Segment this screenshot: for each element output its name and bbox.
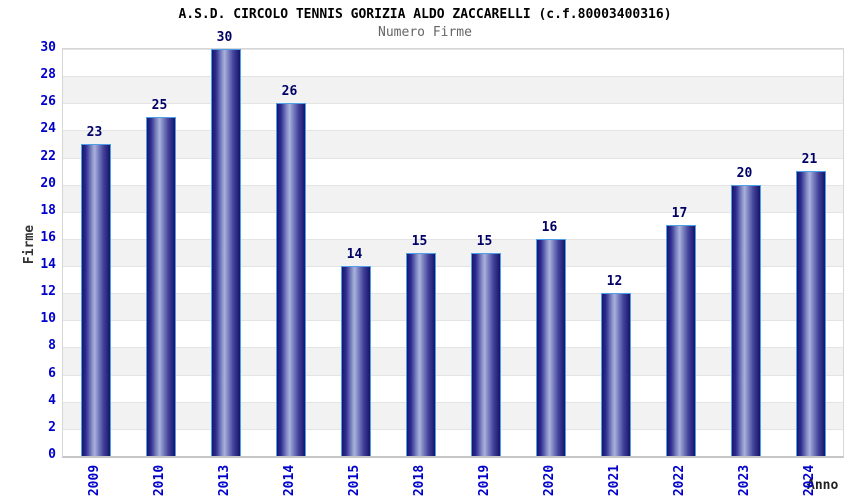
grid-band (63, 374, 843, 402)
x-tick-label: 2021 (596, 460, 634, 500)
y-tick-label: 8 (48, 338, 56, 354)
bar-value-label: 25 (151, 97, 168, 113)
plot-area (62, 48, 844, 458)
y-tick-label: 4 (48, 392, 56, 408)
bar-2018 (405, 252, 436, 456)
y-tick-label: 2 (48, 419, 56, 435)
chart-subtitle: Numero Firme (378, 25, 472, 40)
bar-2009 (80, 143, 111, 456)
x-tick-text: 2021 (607, 464, 622, 496)
y-tick-label: 20 (40, 175, 56, 191)
grid-band (63, 293, 843, 321)
x-tick-label: 2020 (531, 460, 569, 500)
x-tick-label: 2019 (466, 460, 504, 500)
x-tick-label: 2013 (206, 460, 244, 500)
bar-value-label: 14 (346, 247, 363, 263)
x-tick-text: 2019 (477, 464, 492, 496)
grid-band (63, 320, 843, 348)
y-tick-label: 26 (40, 94, 56, 110)
bar-2024 (795, 171, 826, 456)
grid-band (63, 103, 843, 131)
bar-value-label: 30 (216, 30, 233, 45)
y-tick-label: 22 (40, 148, 56, 164)
bar-value-label: 20 (736, 165, 753, 181)
y-tick-label: 0 (48, 447, 56, 462)
x-tick-label: 2014 (271, 460, 309, 500)
grid-band (63, 266, 843, 294)
grid-band (63, 49, 843, 77)
x-tick-text: 2009 (87, 464, 102, 496)
y-tick-label: 30 (40, 40, 56, 55)
bar-2021 (600, 293, 631, 456)
x-tick-text: 2023 (737, 464, 752, 496)
y-tick-label: 12 (40, 284, 56, 300)
x-tick-label: 2009 (76, 460, 114, 500)
x-tick-text: 2018 (412, 464, 427, 496)
x-tick-label: 2023 (726, 460, 764, 500)
bar-2010 (145, 116, 176, 456)
bar-2020 (535, 238, 566, 456)
bar-value-label: 26 (281, 84, 298, 100)
grid-band (63, 211, 843, 239)
x-tick-text: 2020 (542, 464, 557, 496)
bar-value-label: 12 (606, 274, 623, 290)
x-tick-label: 2022 (661, 460, 699, 500)
y-tick-label: 16 (40, 229, 56, 245)
grid-band (63, 76, 843, 104)
bar-2023 (730, 184, 761, 456)
y-tick-label: 10 (40, 311, 56, 327)
bar-value-label: 15 (411, 233, 428, 249)
bar-value-label: 21 (801, 152, 818, 168)
bar-value-label: 23 (86, 124, 103, 140)
x-tick-text: 2022 (672, 464, 687, 496)
x-tick-label: 2024 (791, 460, 829, 500)
y-tick-label: 14 (40, 257, 56, 273)
y-tick-label: 6 (48, 365, 56, 381)
x-tick-label: 2010 (141, 460, 179, 500)
y-tick-label: 24 (40, 121, 56, 137)
grid-band (63, 184, 843, 212)
grid-band (63, 238, 843, 267)
bar-2022 (665, 225, 696, 456)
chart-title: A.S.D. CIRCOLO TENNIS GORIZIA ALDO ZACCA… (178, 7, 672, 22)
grid-band (63, 347, 843, 375)
bar-2015 (340, 266, 371, 456)
bar-2019 (470, 252, 501, 456)
x-tick-text: 2015 (347, 464, 362, 496)
grid-band (63, 428, 843, 456)
bar-value-label: 15 (476, 233, 493, 249)
bar-2014 (275, 103, 306, 456)
grid-band (63, 157, 843, 185)
y-tick-label: 28 (40, 67, 56, 83)
x-tick-text: 2010 (152, 464, 167, 496)
y-tick-label: 18 (40, 202, 56, 218)
grid-band (63, 130, 843, 158)
grid-band (63, 401, 843, 429)
x-tick-text: 2013 (217, 464, 232, 496)
x-tick-label: 2015 (336, 460, 374, 500)
x-tick-text: 2014 (282, 464, 297, 496)
bar-value-label: 16 (541, 219, 558, 235)
bar-value-label: 17 (671, 206, 688, 222)
x-tick-label: 2018 (401, 460, 439, 500)
x-axis-label: Anno (807, 478, 839, 493)
x-tick-text: 2024 (802, 464, 817, 496)
bar-2013 (210, 49, 241, 456)
